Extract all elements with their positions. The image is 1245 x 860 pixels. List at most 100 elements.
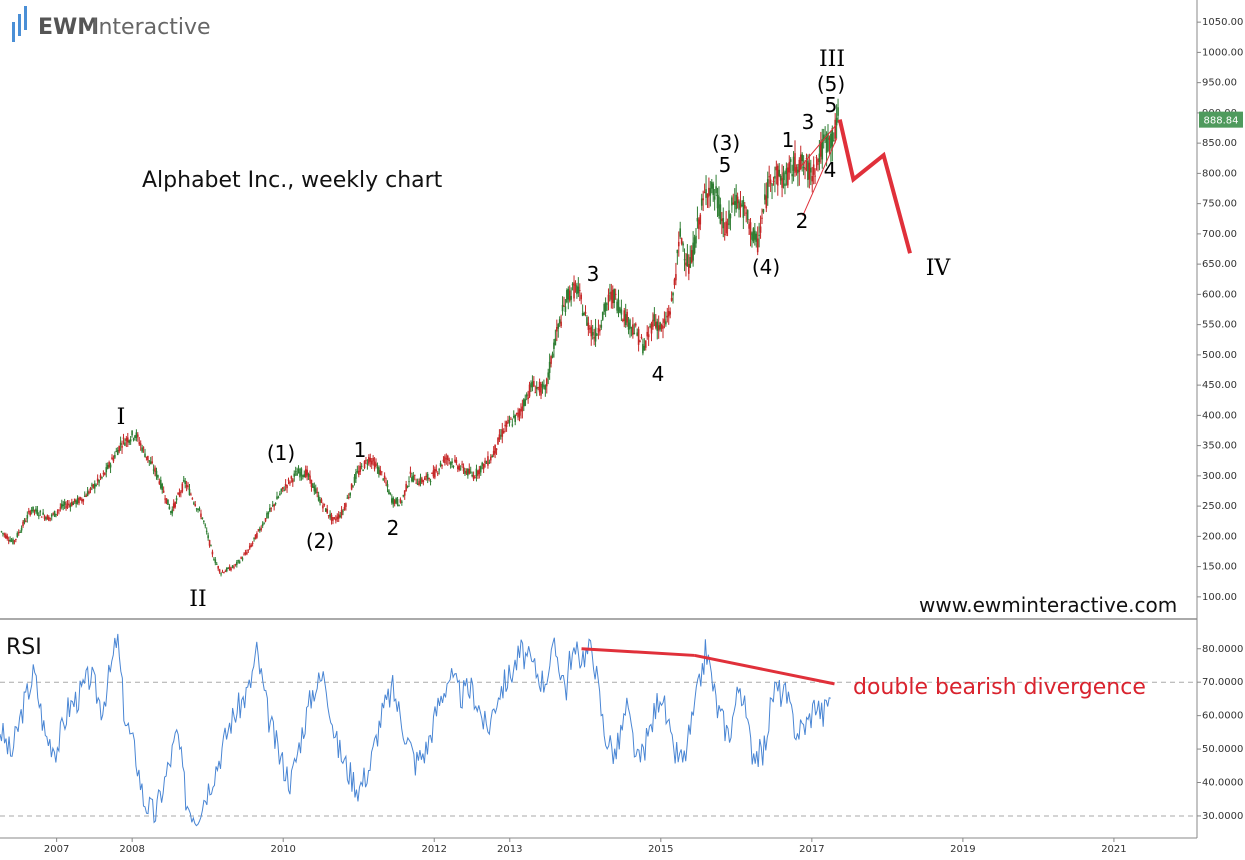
price-candle-body xyxy=(152,469,155,471)
time-tick-label: 2008 xyxy=(119,844,144,855)
rsi-series xyxy=(0,633,831,827)
price-candle-body xyxy=(512,415,515,418)
price-candle-body xyxy=(353,476,356,483)
price-candle-body xyxy=(472,475,475,480)
price-candle-body xyxy=(439,463,442,467)
price-candle-body xyxy=(405,483,407,491)
price-candle-body xyxy=(53,510,56,517)
price-candle-body xyxy=(622,319,624,321)
price-candle-body xyxy=(441,464,443,467)
price-candle-body xyxy=(128,440,131,443)
price-candle-body xyxy=(180,491,182,493)
price-candle-body xyxy=(46,515,49,520)
price-candle-body xyxy=(626,311,628,323)
price-candle-body xyxy=(223,572,225,574)
price-candle-body xyxy=(383,475,386,479)
ewm-logo[interactable]: EWM Interactive xyxy=(12,6,211,42)
price-candle-body xyxy=(815,157,818,159)
price-candle-body xyxy=(736,196,739,204)
price-candle-body xyxy=(23,519,26,523)
price-candle-body xyxy=(323,503,326,505)
price-candle-body xyxy=(396,499,399,505)
price-candle-body xyxy=(316,491,318,493)
price-candle-body xyxy=(587,322,590,330)
price-tick-label: 300.00 xyxy=(1202,471,1237,482)
price-candle-body xyxy=(454,459,456,462)
last-price-label: 888.84 xyxy=(1204,116,1239,127)
price-candle-body xyxy=(814,175,816,177)
price-candle-body xyxy=(702,198,704,201)
price-candle-body xyxy=(634,323,637,326)
price-candle-body xyxy=(822,134,825,141)
price-candle-body xyxy=(26,515,29,519)
price-candle-body xyxy=(236,561,238,565)
price-candle-body xyxy=(632,324,634,335)
price-candle-body xyxy=(276,496,278,500)
price-candle-body xyxy=(161,484,164,491)
price-candle-body xyxy=(299,472,301,478)
price-candle-body xyxy=(741,204,743,207)
price-candle-body xyxy=(537,386,539,388)
price-candle-body xyxy=(279,493,281,495)
price-candle-body xyxy=(139,443,142,446)
price-candle-body xyxy=(589,328,591,330)
price-candle-body xyxy=(178,492,181,496)
price-candle-body xyxy=(215,563,218,565)
price-candle-body xyxy=(468,468,471,474)
price-candle-body xyxy=(42,512,44,515)
price-candle-body xyxy=(593,336,595,339)
price-candle-body xyxy=(155,470,158,477)
price-candle-body xyxy=(758,234,760,236)
price-candle-body xyxy=(818,153,821,163)
price-candle-body xyxy=(148,460,151,462)
price-candle-body xyxy=(413,474,416,476)
price-candle-body xyxy=(214,559,217,563)
wave-label-p4: (4) xyxy=(752,255,780,279)
price-candle-body xyxy=(221,571,224,573)
price-candle-body xyxy=(630,327,633,329)
price-candle-body xyxy=(267,512,270,515)
price-candle-body xyxy=(256,533,258,538)
price-candle-body xyxy=(88,491,90,494)
price-candle-body xyxy=(326,509,329,514)
price-candle-body xyxy=(164,498,166,500)
projection-polyline xyxy=(837,119,912,254)
price-candle-body xyxy=(205,530,208,532)
price-tick-label: 450.00 xyxy=(1202,380,1237,391)
price-candle-body xyxy=(812,164,815,175)
price-candle-body xyxy=(719,204,722,224)
price-candle-body xyxy=(124,442,126,446)
price-candle-body xyxy=(375,463,377,466)
price-candle-body xyxy=(401,501,403,503)
price-candle-body xyxy=(415,482,417,484)
wave-label-w1b: 1 xyxy=(782,128,795,152)
price-candle-body xyxy=(609,292,611,294)
wave-label-p2: (2) xyxy=(306,529,334,553)
price-candle-body xyxy=(378,467,380,475)
price-candle-body xyxy=(752,228,755,242)
wave-label-p5: (5) xyxy=(817,72,845,96)
price-candle-body xyxy=(333,517,336,519)
rsi-tick-label: 30.0000 xyxy=(1202,811,1243,822)
price-candle-body xyxy=(49,517,52,519)
logo-bar-2 xyxy=(18,14,21,36)
price-candle-body xyxy=(303,474,306,478)
price-candle-body xyxy=(497,437,499,445)
price-candle-body xyxy=(545,378,548,387)
time-tick-label: 2015 xyxy=(648,844,673,855)
price-candle-body xyxy=(263,523,265,525)
price-candle-body xyxy=(125,438,128,441)
price-candle-body xyxy=(578,289,581,291)
price-candle-body xyxy=(619,307,621,312)
price-candle-body xyxy=(643,345,646,351)
price-candle-body xyxy=(109,464,112,468)
price-candle-body xyxy=(181,483,184,492)
price-candle-body xyxy=(832,140,835,142)
price-candle-body xyxy=(531,381,534,388)
price-candle-body xyxy=(253,537,255,539)
price-candle-body xyxy=(464,470,466,474)
wave-label-w1a: 1 xyxy=(354,438,367,462)
price-candle-body xyxy=(567,288,570,300)
price-candle-body xyxy=(300,468,303,476)
price-candle-body xyxy=(175,498,178,501)
